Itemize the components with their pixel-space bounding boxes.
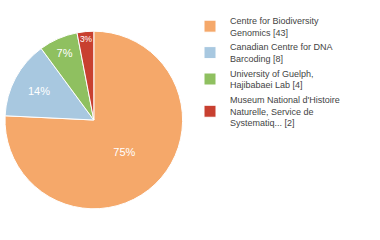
svg-text:75%: 75% [113,146,135,158]
svg-text:Museum National d'HistoireNatu: Museum National d'HistoireNaturelle, Ser… [230,95,340,128]
svg-text:University of Guelph,Hajibabae: University of Guelph,Hajibabaei Lab [4] [230,69,314,91]
svg-text:14%: 14% [28,85,50,97]
svg-text:Centre for BiodiversityGenomic: Centre for BiodiversityGenomics [43] [230,16,319,38]
svg-text:7%: 7% [57,47,73,59]
svg-text:3%: 3% [80,34,93,44]
svg-text:Canadian Centre for DNABarcodi: Canadian Centre for DNABarcoding [8] [230,42,333,64]
